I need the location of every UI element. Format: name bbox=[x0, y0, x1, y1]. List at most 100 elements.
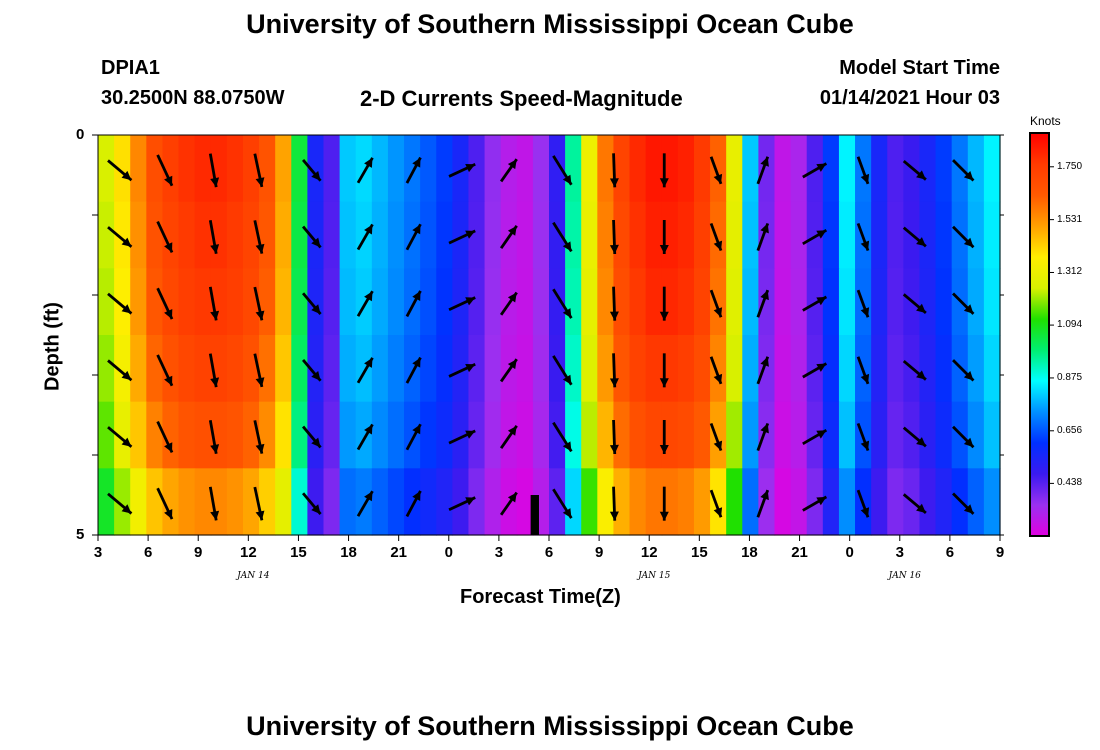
heatmap-cell bbox=[98, 268, 115, 336]
heatmap-cell bbox=[581, 335, 598, 403]
current-arrow-head bbox=[860, 173, 870, 184]
current-arrow-head bbox=[210, 377, 220, 388]
heatmap-cell bbox=[436, 268, 453, 336]
heatmap-cell bbox=[355, 268, 373, 336]
heatmap-cell bbox=[597, 201, 615, 269]
heatmap-cell bbox=[919, 201, 937, 269]
current-arrow-head bbox=[412, 290, 421, 301]
current-arrow-head bbox=[760, 423, 769, 434]
heatmap-cell bbox=[420, 268, 437, 336]
heatmap-cell bbox=[661, 468, 679, 536]
heatmap-cell bbox=[790, 468, 808, 536]
current-arrow-head bbox=[412, 157, 421, 168]
current-arrow-head bbox=[210, 244, 220, 254]
heatmap-cell bbox=[983, 468, 1001, 536]
current-arrow-head bbox=[713, 373, 723, 384]
heatmap-cell bbox=[516, 268, 534, 336]
heatmap-cell bbox=[307, 401, 325, 469]
x-tick-label: 15 bbox=[290, 544, 307, 561]
current-arrow-head bbox=[465, 497, 476, 506]
current-arrow-head bbox=[164, 509, 173, 520]
heatmap-cell bbox=[242, 468, 260, 536]
current-arrow-head bbox=[121, 304, 132, 314]
current-arrow-head bbox=[364, 491, 373, 502]
current-arrow-head bbox=[916, 170, 926, 180]
heatmap-cell bbox=[259, 268, 276, 336]
heatmap-cell bbox=[259, 135, 276, 203]
heatmap-cell bbox=[371, 468, 389, 536]
y-axis-label: Depth (ft) bbox=[41, 302, 64, 391]
heatmap-cell bbox=[98, 335, 115, 403]
heatmap-cell bbox=[484, 468, 502, 536]
heatmap-cell bbox=[677, 201, 695, 269]
heatmap-cell bbox=[613, 468, 631, 536]
current-arrow-head bbox=[562, 374, 572, 385]
heatmap-cell bbox=[436, 468, 453, 536]
current-arrow-head bbox=[963, 171, 974, 181]
current-arrow-head bbox=[507, 425, 517, 436]
heatmap-cell bbox=[532, 335, 550, 403]
heatmap-cell bbox=[130, 335, 147, 403]
colorbar-tick-label: 1.531 bbox=[1057, 213, 1083, 225]
chart-subtitle: 2-D Currents Speed-Magnitude bbox=[360, 86, 683, 111]
heatmap-cell bbox=[468, 468, 486, 536]
heatmap-cell bbox=[887, 135, 904, 203]
heatmap-cell bbox=[774, 401, 792, 469]
x-tick-label: 18 bbox=[741, 544, 758, 561]
heatmap-cell bbox=[259, 401, 276, 469]
heatmap-cell bbox=[194, 135, 212, 203]
current-arrow-head bbox=[255, 177, 265, 187]
model-start-label: Model Start Time bbox=[839, 57, 1000, 79]
heatmap-cell bbox=[871, 135, 888, 203]
heatmap-cell bbox=[790, 135, 808, 203]
heatmap-cell bbox=[983, 268, 1001, 336]
current-arrow-head bbox=[164, 175, 173, 186]
current-arrow-head bbox=[164, 442, 173, 453]
current-arrow-head bbox=[164, 375, 173, 386]
heatmap-cell bbox=[436, 135, 453, 203]
current-arrow-head bbox=[311, 237, 321, 248]
heatmap-cell bbox=[114, 268, 131, 336]
current-arrow-head bbox=[963, 504, 974, 514]
heatmap-cell bbox=[774, 268, 792, 336]
heatmap-cell bbox=[242, 201, 260, 269]
heatmap-cell bbox=[404, 268, 421, 336]
x-tick-label: 9 bbox=[594, 544, 604, 561]
heatmap-cell bbox=[742, 335, 759, 403]
current-arrow-head bbox=[255, 377, 265, 387]
heatmap-cell bbox=[726, 201, 743, 269]
heatmap-cell bbox=[339, 268, 357, 336]
heatmap-cell bbox=[838, 268, 856, 336]
current-arrow-head bbox=[816, 163, 827, 172]
heatmap-cell bbox=[275, 201, 292, 269]
current-arrow-head bbox=[311, 437, 321, 448]
heatmap-cell bbox=[983, 135, 1001, 203]
current-arrow-head bbox=[713, 440, 723, 451]
missing-data-bar bbox=[530, 495, 539, 535]
y-tick-label-bottom: 5 bbox=[76, 526, 85, 543]
heatmap-cell bbox=[838, 335, 856, 403]
heatmap-cell bbox=[516, 201, 534, 269]
current-arrow-head bbox=[465, 297, 476, 306]
heatmap-cell bbox=[693, 201, 711, 269]
heatmap-cell bbox=[597, 135, 615, 203]
current-arrow-head bbox=[562, 508, 572, 519]
heatmap-cell bbox=[323, 135, 341, 203]
heatmap-cell bbox=[355, 201, 373, 269]
heatmap-cell bbox=[774, 468, 792, 536]
heatmap-cell bbox=[710, 468, 727, 536]
x-tick-label: 6 bbox=[143, 544, 153, 561]
current-arrow-head bbox=[507, 492, 517, 503]
heatmap-cell bbox=[935, 401, 953, 469]
heatmap-cell bbox=[404, 335, 421, 403]
heatmap-cell bbox=[226, 401, 244, 469]
current-arrow-head bbox=[210, 177, 220, 188]
heatmap-cell bbox=[339, 401, 357, 469]
current-arrow-head bbox=[609, 311, 619, 321]
heatmap-cell bbox=[693, 268, 711, 336]
heatmap-cell bbox=[967, 401, 985, 469]
heatmap-cell bbox=[307, 201, 325, 269]
heatmap-cell bbox=[613, 201, 631, 269]
heatmap-cell bbox=[146, 268, 164, 336]
heatmap-cell bbox=[323, 335, 341, 403]
